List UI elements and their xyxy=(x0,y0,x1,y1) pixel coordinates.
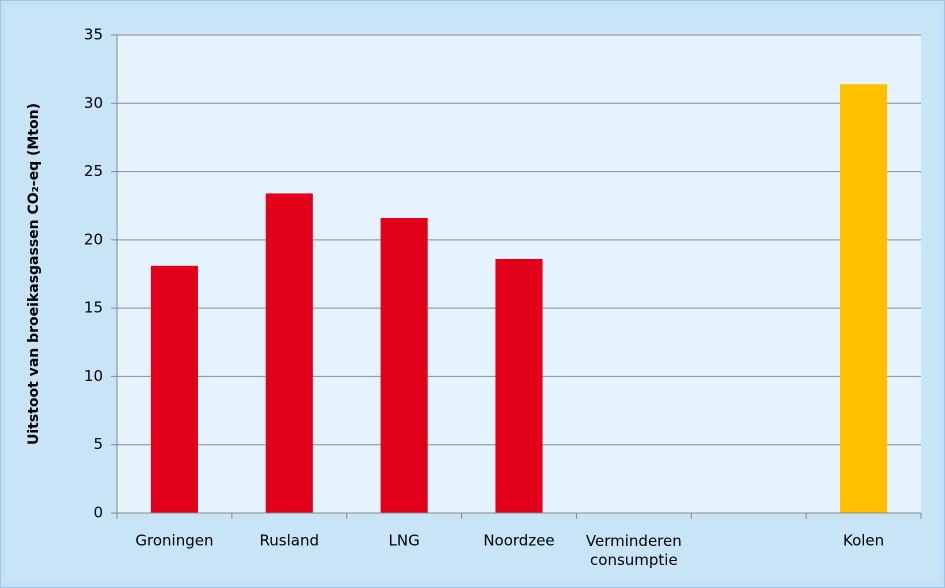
y-tick-label: 10 xyxy=(84,367,103,385)
y-tick-label: 35 xyxy=(84,26,103,44)
x-tick-label: Groningen xyxy=(135,532,213,550)
bar xyxy=(495,258,543,513)
bar xyxy=(840,84,888,513)
y-tick-label: 15 xyxy=(84,299,103,317)
x-tick-label: Verminderen consumptie xyxy=(586,532,682,569)
x-tick-label: Kolen xyxy=(843,532,884,550)
y-tick-label: 0 xyxy=(93,504,103,522)
x-tick-label: Noordzee xyxy=(483,532,554,550)
x-tick-label: Rusland xyxy=(260,532,319,550)
bar xyxy=(150,265,198,513)
y-tick-label: 20 xyxy=(84,230,103,248)
y-tick-label: 5 xyxy=(93,435,103,453)
y-tick-label: 30 xyxy=(84,94,103,112)
x-tick-label: LNG xyxy=(389,532,420,550)
bar xyxy=(265,193,313,513)
y-tick-label: 25 xyxy=(84,162,103,180)
bar xyxy=(380,218,428,513)
y-axis-label: Uitstoot van broeikasgassen CO₂-eq (Mton… xyxy=(26,103,42,445)
